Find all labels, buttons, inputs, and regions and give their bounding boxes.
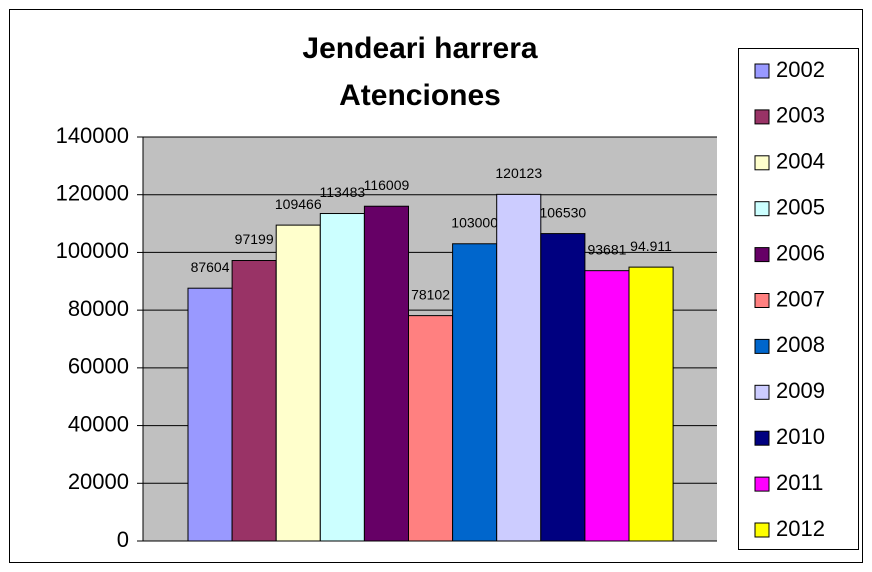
legend-swatch [754, 430, 770, 446]
y-tick-label: 60000 [68, 354, 129, 379]
y-tick-label: 120000 [56, 181, 129, 206]
y-tick-label: 40000 [68, 411, 129, 436]
data-label: 106530 [539, 204, 586, 220]
legend-label: 2004 [776, 149, 825, 174]
legend-label: 2008 [776, 332, 825, 357]
bar [540, 233, 586, 542]
data-label: 120123 [495, 165, 542, 181]
legend-label: 2011 [776, 470, 823, 495]
legend-swatch [754, 293, 770, 308]
bar [187, 287, 233, 542]
data-label: 93681 [587, 241, 626, 257]
bar [231, 260, 277, 542]
bar [496, 193, 542, 542]
legend-label: 2003 [776, 103, 825, 128]
legend-swatch [754, 247, 770, 263]
legend-label: 2005 [776, 195, 825, 220]
legend-label: 2007 [776, 286, 825, 311]
bar [363, 205, 409, 542]
data-label: 109466 [275, 196, 322, 212]
bar [319, 213, 365, 542]
data-label: 97199 [235, 231, 274, 247]
data-label: 87604 [191, 259, 230, 275]
chart-title: Jendeari harrera [302, 32, 537, 65]
bar [584, 270, 630, 542]
legend-swatch [754, 384, 770, 400]
legend-label: 2002 [776, 57, 825, 82]
legend-swatch [754, 155, 770, 171]
legend-swatch [754, 338, 770, 354]
data-label: 78102 [411, 286, 450, 302]
bar [275, 224, 321, 542]
data-label: 113483 [320, 184, 366, 200]
legend-swatch [754, 63, 770, 79]
data-label: 116009 [364, 177, 410, 193]
data-label: 103000 [451, 214, 498, 230]
y-tick-label: 0 [117, 527, 129, 552]
legend-swatch [754, 522, 770, 538]
data-label: 94.911 [630, 238, 672, 254]
y-tick-label: 100000 [56, 238, 129, 263]
bar [628, 266, 674, 542]
legend-swatch [754, 109, 770, 125]
legend-swatch [754, 201, 770, 217]
legend-label: 2006 [776, 240, 825, 265]
legend-label: 2012 [776, 516, 825, 541]
legend-swatch [754, 476, 770, 492]
bar [452, 243, 498, 542]
bar [408, 315, 454, 542]
y-tick-label: 80000 [68, 296, 129, 321]
legend-label: 2009 [776, 378, 825, 403]
y-tick-label: 20000 [68, 469, 129, 494]
chart-subtitle: Atenciones [339, 79, 501, 112]
y-tick-label: 140000 [56, 123, 129, 148]
legend-label: 2010 [776, 424, 825, 449]
